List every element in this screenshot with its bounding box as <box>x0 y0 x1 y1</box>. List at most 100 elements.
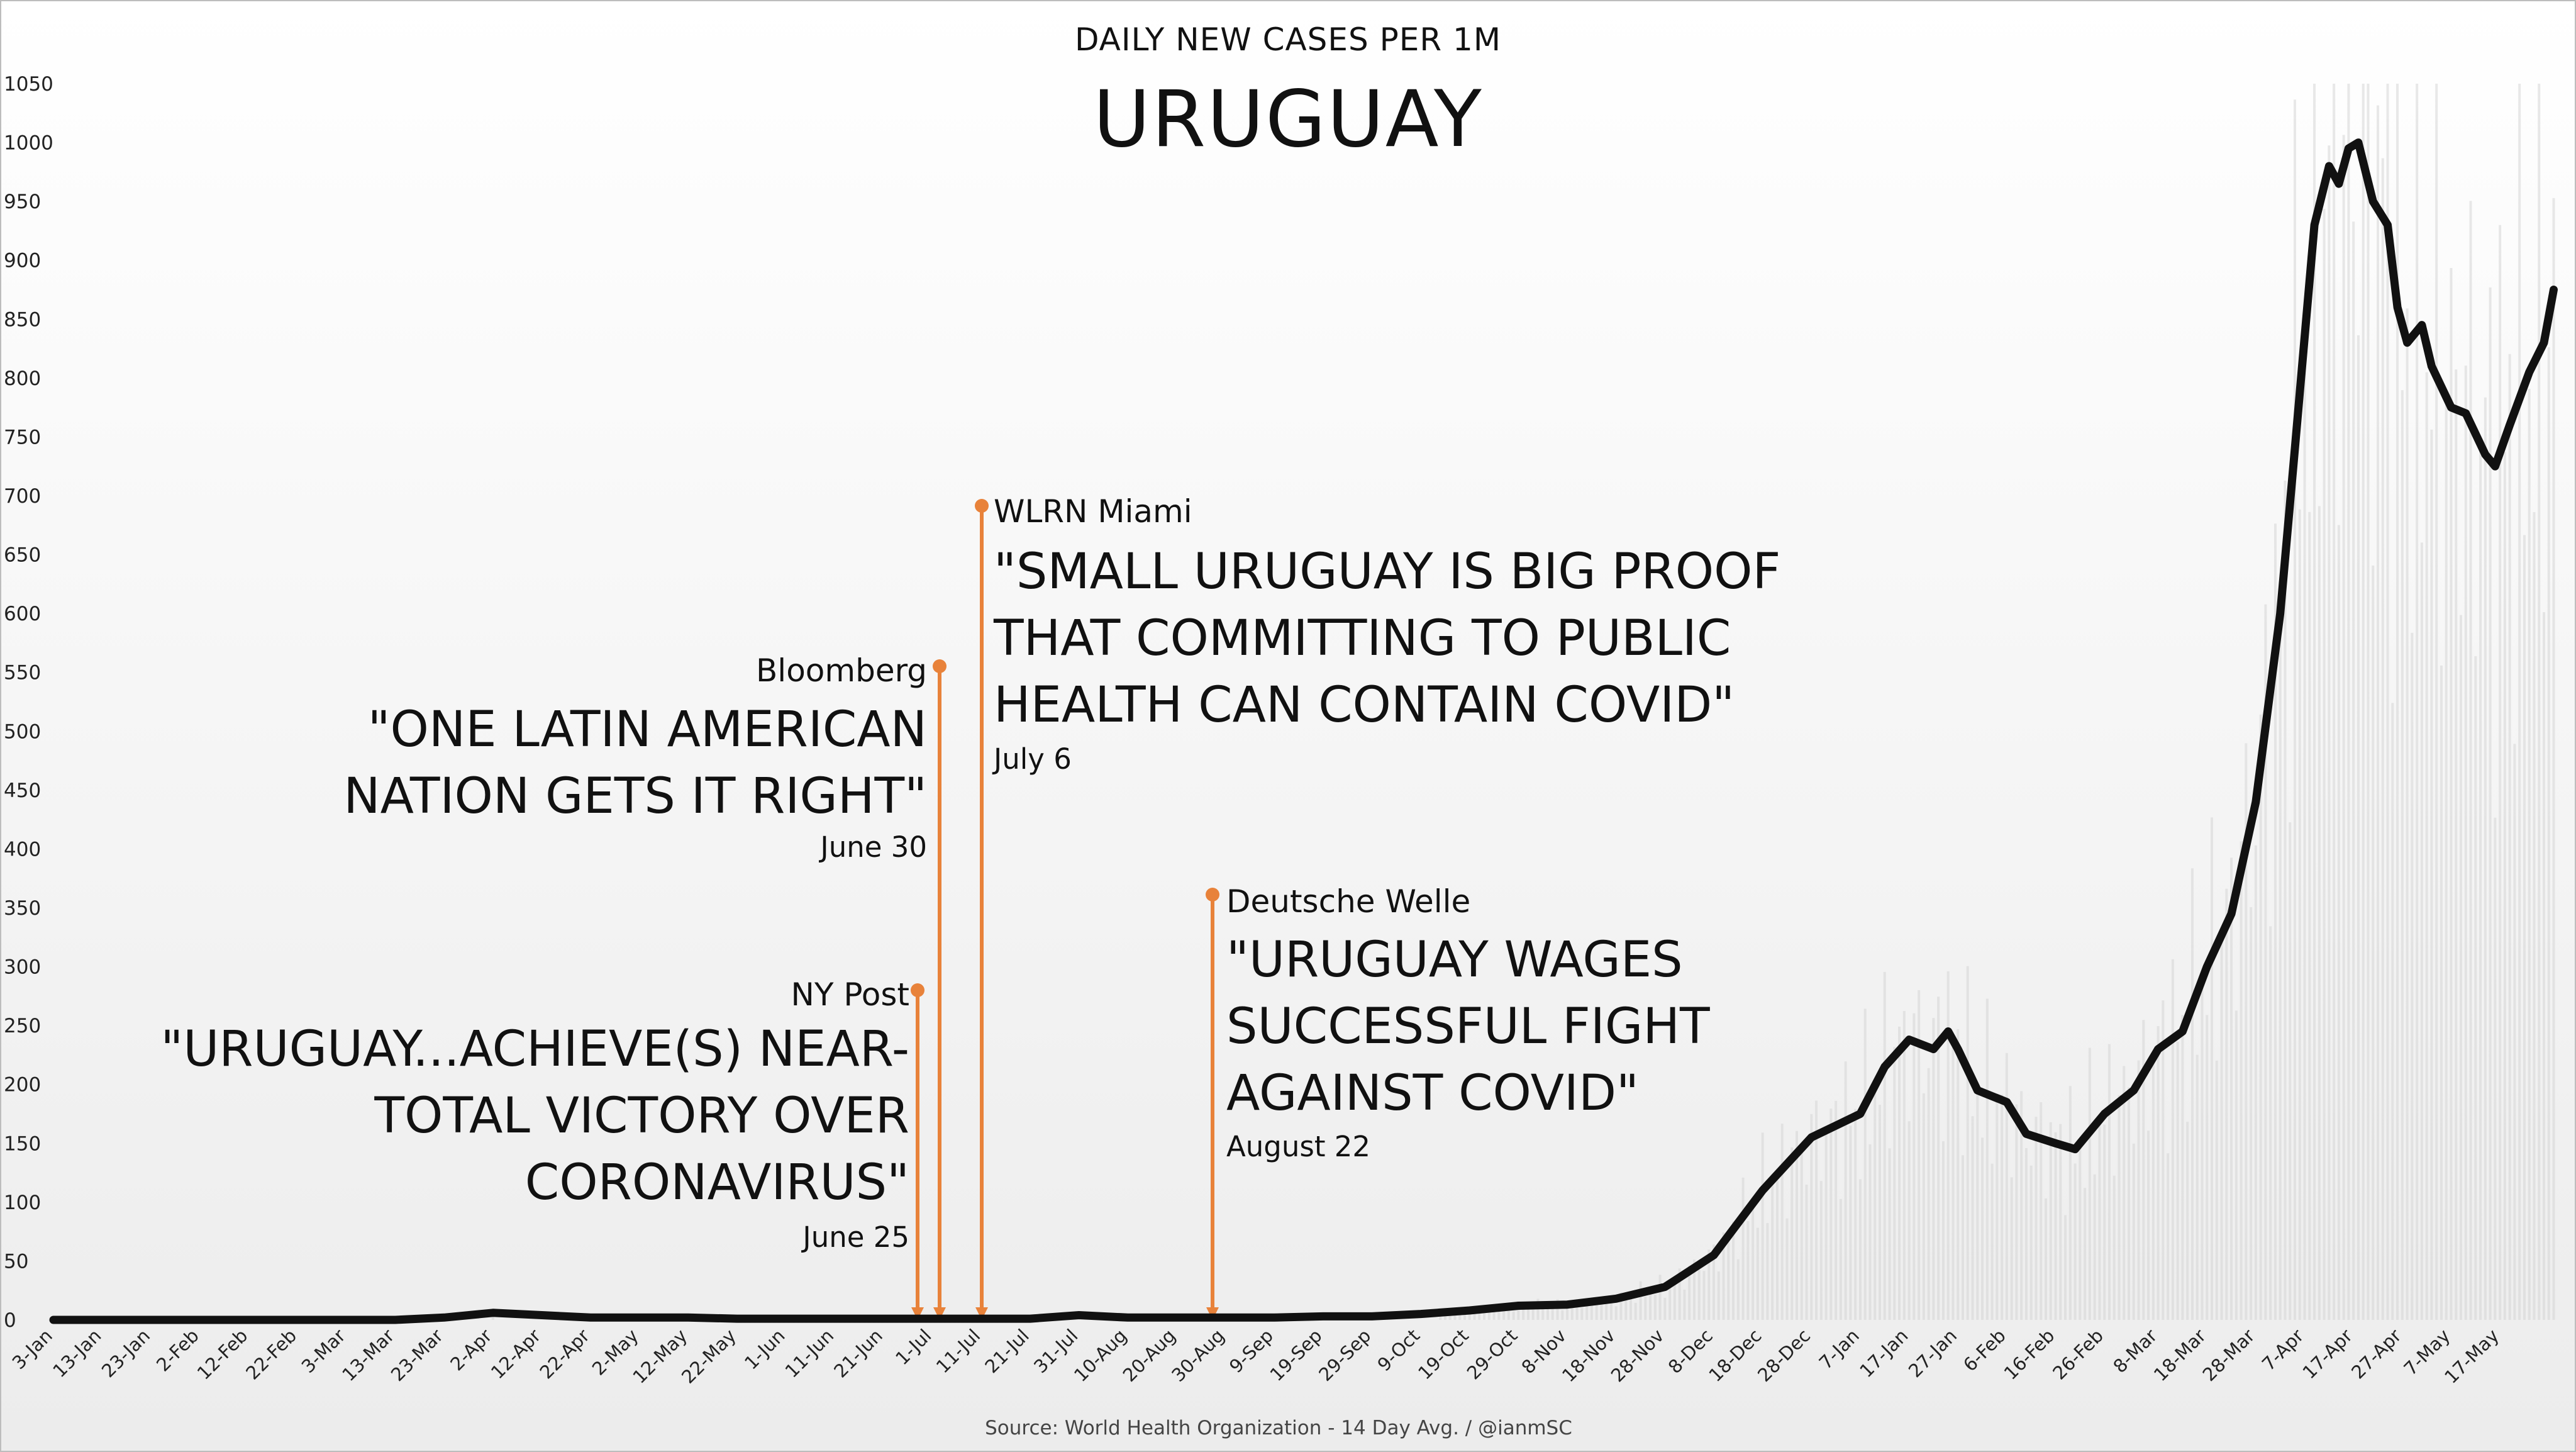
daily-bar <box>2215 1060 2218 1320</box>
annotation-dot <box>933 659 947 673</box>
daily-bar <box>2059 1124 2062 1320</box>
daily-bar <box>1941 1141 1945 1320</box>
daily-bar <box>2084 1188 2087 1320</box>
daily-bar <box>2254 845 2257 1320</box>
daily-bar <box>2029 1165 2033 1320</box>
daily-bar <box>1879 1105 1881 1320</box>
daily-bar <box>2416 84 2419 1320</box>
daily-bar <box>2269 926 2272 1320</box>
daily-bar <box>2464 366 2467 1320</box>
daily-bar <box>1927 1068 1930 1320</box>
daily-bar <box>2103 1124 2106 1320</box>
daily-bar <box>2035 1117 2038 1320</box>
annotation-quote-line: HEALTH CAN CONTAIN COVID" <box>994 677 1735 734</box>
daily-bar <box>2318 506 2321 1321</box>
daily-bar <box>1971 1116 1974 1320</box>
daily-bar <box>1551 1306 1554 1320</box>
daily-bar <box>2455 369 2458 1321</box>
daily-bar <box>2523 535 2526 1320</box>
daily-bar <box>2279 597 2282 1321</box>
daily-bar <box>1502 1305 1506 1320</box>
daily-bar <box>2284 481 2287 1320</box>
daily-bar <box>1790 1147 1794 1320</box>
y-tick-label: 950 <box>4 191 41 213</box>
daily-bar <box>2411 632 2414 1320</box>
y-tick-label: 0 <box>4 1309 16 1332</box>
y-tick-label: 250 <box>4 1015 41 1037</box>
annotation-date: June 25 <box>801 1220 909 1254</box>
daily-bar <box>1507 1305 1510 1320</box>
y-tick-label: 150 <box>4 1132 41 1155</box>
daily-bar <box>2489 287 2492 1320</box>
daily-bar <box>1805 1185 1808 1320</box>
daily-bar <box>1580 1308 1584 1320</box>
annotation-source: Deutsche Welle <box>1226 883 1470 920</box>
daily-bar <box>1526 1305 1530 1320</box>
daily-bar <box>2220 934 2223 1320</box>
daily-bar <box>2308 511 2311 1320</box>
daily-bar <box>2494 817 2497 1320</box>
daily-bar <box>1609 1297 1613 1320</box>
daily-bar <box>1868 1144 1872 1320</box>
daily-bar <box>1839 1198 1842 1320</box>
daily-bar <box>2045 1198 2047 1320</box>
daily-bar <box>1585 1299 1589 1320</box>
daily-bar <box>2543 612 2545 1320</box>
annotation-arrowhead <box>933 1307 946 1320</box>
daily-bar <box>2298 509 2301 1321</box>
annotation-source: NY Post <box>791 976 909 1013</box>
daily-bar <box>1683 1289 1686 1320</box>
annotation-date: August 22 <box>1226 1130 1370 1163</box>
daily-bar <box>2245 743 2248 1320</box>
daily-bar <box>2401 390 2404 1321</box>
chart-supertitle: DAILY NEW CASES PER 1M <box>1075 21 1501 58</box>
daily-bar <box>2313 84 2316 1320</box>
daily-bar <box>1468 1309 1471 1320</box>
daily-bar <box>2420 542 2423 1320</box>
daily-bar <box>2450 268 2453 1320</box>
daily-bar <box>1849 1125 1852 1320</box>
annotation-source: WLRN Miami <box>994 493 1192 530</box>
y-tick-label: 200 <box>4 1074 41 1097</box>
daily-bar <box>1854 1109 1857 1320</box>
daily-bar <box>1810 1114 1813 1320</box>
annotation-quote-line: THAT COMMITTING TO PUBLIC <box>993 610 1731 667</box>
daily-bar <box>1483 1307 1486 1320</box>
daily-bar <box>2211 817 2213 1320</box>
y-tick-label: 700 <box>4 485 41 508</box>
daily-bar <box>2484 397 2487 1320</box>
daily-bar <box>2337 525 2340 1320</box>
daily-bar <box>1775 1180 1779 1320</box>
daily-bar <box>2347 84 2350 1320</box>
daily-bar <box>2386 84 2389 1320</box>
daily-bar <box>2001 1094 2004 1320</box>
daily-bar <box>1893 1047 1896 1320</box>
daily-bar <box>2225 888 2228 1320</box>
daily-bar <box>2040 1102 2043 1320</box>
annotation-quote-line: "ONE LATIN AMERICAN <box>368 701 927 758</box>
daily-bar <box>2430 429 2433 1320</box>
daily-bar <box>2381 158 2384 1321</box>
daily-bar <box>1815 1100 1818 1320</box>
daily-bar <box>2503 452 2506 1320</box>
daily-bar <box>1668 1282 1672 1320</box>
daily-bar <box>1512 1311 1515 1320</box>
daily-bar <box>2186 1122 2189 1320</box>
y-tick-label: 750 <box>4 426 41 449</box>
daily-bar <box>1644 1296 1647 1320</box>
y-tick-label: 350 <box>4 897 41 920</box>
daily-bar <box>2123 1066 2126 1320</box>
daily-bar <box>2142 1020 2145 1320</box>
y-tick-label: 650 <box>4 544 41 567</box>
daily-bar <box>1688 1265 1691 1320</box>
daily-bar <box>2137 1060 2140 1320</box>
daily-bar <box>2294 99 2296 1321</box>
daily-bar <box>1497 1307 1501 1320</box>
daily-bar <box>2259 714 2262 1320</box>
daily-bar <box>2068 1086 2072 1320</box>
annotation-quote-line: "URUGUAY WAGES <box>1226 932 1683 988</box>
daily-bar <box>2352 221 2355 1320</box>
daily-bar <box>2079 1139 2082 1320</box>
daily-bar <box>1600 1302 1603 1320</box>
daily-bar <box>1722 1232 1725 1320</box>
